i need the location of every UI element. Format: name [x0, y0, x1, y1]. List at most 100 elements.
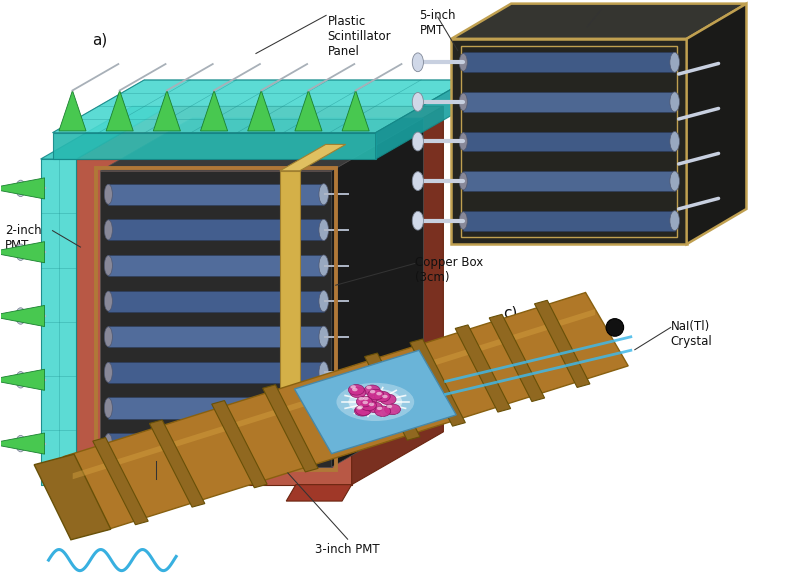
- Ellipse shape: [380, 394, 396, 405]
- Polygon shape: [41, 106, 169, 159]
- Polygon shape: [463, 132, 674, 152]
- Polygon shape: [149, 420, 205, 507]
- Ellipse shape: [319, 183, 328, 205]
- Polygon shape: [153, 91, 181, 131]
- Ellipse shape: [459, 172, 467, 190]
- Ellipse shape: [105, 327, 113, 347]
- Text: Liquid Scintillator: Liquid Scintillator: [603, 9, 706, 22]
- Ellipse shape: [670, 52, 679, 72]
- Polygon shape: [263, 385, 318, 472]
- Ellipse shape: [348, 385, 364, 395]
- Ellipse shape: [105, 256, 113, 276]
- Ellipse shape: [670, 92, 679, 112]
- Ellipse shape: [319, 255, 328, 276]
- Text: Plastic
Scintillator
Panel: Plastic Scintillator Panel: [328, 15, 392, 58]
- Ellipse shape: [319, 362, 328, 383]
- Polygon shape: [109, 183, 324, 205]
- Ellipse shape: [357, 405, 363, 409]
- Polygon shape: [53, 133, 376, 159]
- Ellipse shape: [319, 433, 328, 454]
- Ellipse shape: [412, 211, 423, 230]
- Ellipse shape: [364, 385, 380, 396]
- Ellipse shape: [105, 362, 113, 382]
- Ellipse shape: [358, 397, 364, 400]
- Ellipse shape: [412, 92, 423, 111]
- Polygon shape: [201, 91, 228, 131]
- Ellipse shape: [412, 53, 423, 72]
- Polygon shape: [489, 315, 545, 402]
- Polygon shape: [463, 211, 674, 230]
- Ellipse shape: [382, 395, 388, 398]
- Ellipse shape: [16, 180, 26, 196]
- Ellipse shape: [16, 308, 26, 324]
- Polygon shape: [295, 91, 322, 131]
- Polygon shape: [73, 309, 595, 479]
- Ellipse shape: [670, 171, 679, 191]
- Polygon shape: [59, 91, 86, 131]
- Polygon shape: [342, 91, 369, 131]
- Polygon shape: [93, 437, 148, 524]
- Ellipse shape: [412, 132, 423, 151]
- Ellipse shape: [370, 390, 376, 393]
- Ellipse shape: [367, 402, 383, 413]
- Ellipse shape: [368, 389, 384, 400]
- Ellipse shape: [459, 54, 467, 71]
- Ellipse shape: [459, 93, 467, 111]
- Ellipse shape: [350, 387, 366, 397]
- Polygon shape: [535, 300, 590, 387]
- Ellipse shape: [16, 372, 26, 388]
- Ellipse shape: [105, 398, 113, 418]
- Ellipse shape: [412, 172, 423, 191]
- Polygon shape: [295, 350, 456, 453]
- Ellipse shape: [336, 383, 414, 421]
- Polygon shape: [34, 454, 111, 540]
- Polygon shape: [286, 485, 352, 501]
- Ellipse shape: [319, 290, 328, 312]
- Polygon shape: [77, 106, 443, 159]
- Polygon shape: [463, 52, 674, 72]
- Polygon shape: [463, 171, 674, 191]
- Text: 3-inch PMT: 3-inch PMT: [316, 543, 380, 556]
- Text: c): c): [503, 306, 518, 320]
- Polygon shape: [280, 171, 300, 467]
- Ellipse shape: [366, 386, 372, 389]
- Polygon shape: [109, 290, 324, 312]
- Ellipse shape: [319, 219, 328, 240]
- Polygon shape: [410, 339, 465, 426]
- Polygon shape: [41, 159, 77, 485]
- Ellipse shape: [387, 405, 392, 408]
- Ellipse shape: [368, 403, 374, 406]
- Ellipse shape: [356, 406, 362, 410]
- Text: Copper Box
(3cm): Copper Box (3cm): [415, 256, 483, 284]
- Ellipse shape: [356, 396, 372, 407]
- Ellipse shape: [360, 400, 376, 410]
- Ellipse shape: [105, 291, 113, 311]
- Polygon shape: [280, 145, 346, 171]
- Ellipse shape: [16, 244, 26, 260]
- Ellipse shape: [363, 396, 368, 400]
- Ellipse shape: [319, 397, 328, 419]
- Ellipse shape: [356, 405, 372, 415]
- Ellipse shape: [606, 319, 624, 336]
- Polygon shape: [0, 305, 45, 326]
- Polygon shape: [451, 39, 686, 244]
- Polygon shape: [463, 92, 674, 112]
- Text: NaI(Tl)
Crystal: NaI(Tl) Crystal: [670, 320, 713, 349]
- Polygon shape: [63, 292, 628, 530]
- Polygon shape: [0, 242, 45, 263]
- Polygon shape: [109, 397, 324, 419]
- Ellipse shape: [361, 396, 377, 406]
- Text: a): a): [93, 33, 108, 48]
- Polygon shape: [332, 118, 423, 467]
- Polygon shape: [0, 178, 45, 199]
- Polygon shape: [376, 80, 467, 159]
- Polygon shape: [0, 369, 45, 390]
- Ellipse shape: [377, 406, 383, 410]
- Ellipse shape: [376, 392, 382, 395]
- Polygon shape: [248, 91, 275, 131]
- Ellipse shape: [459, 133, 467, 151]
- Ellipse shape: [105, 433, 113, 453]
- Polygon shape: [109, 255, 324, 276]
- Polygon shape: [53, 80, 467, 133]
- Ellipse shape: [367, 397, 384, 406]
